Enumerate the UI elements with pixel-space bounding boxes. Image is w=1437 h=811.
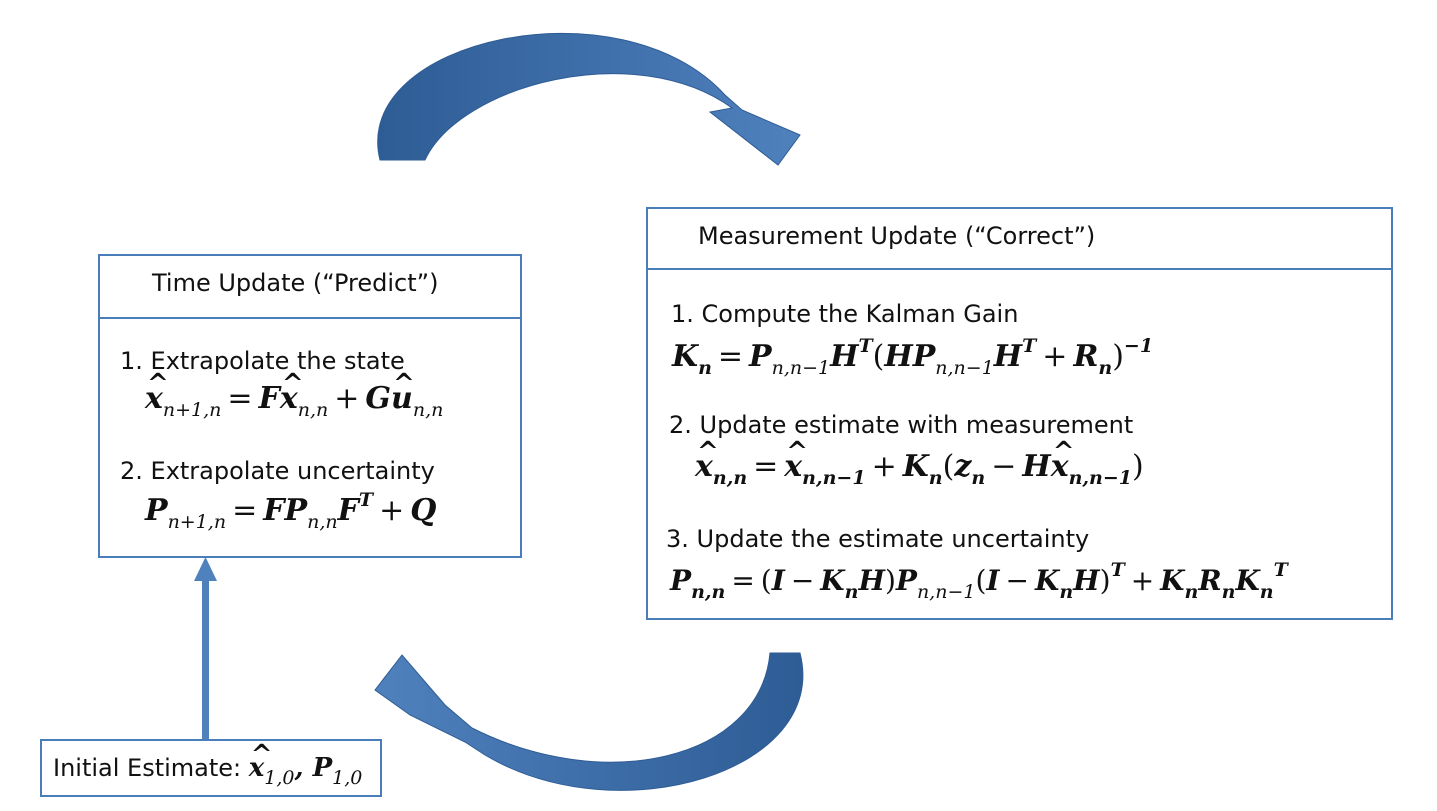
initial-arrow-shaft bbox=[202, 578, 209, 740]
state-extrapolation-equation: xn+1,n=Fxn,n+Gun,n bbox=[145, 371, 443, 420]
kalman-gain-equation: Kn = Pn,n−1HT(HPn,n−1HT + Rn)−1 bbox=[672, 335, 1154, 379]
measurement-update-box: Measurement Update (“Correct”) 1. Comput… bbox=[646, 207, 1393, 620]
time-update-title: Time Update (“Predict”) bbox=[100, 256, 520, 319]
state-update-equation: xn,n=xn,n−1+Kn(zn−Hxn,n−1) bbox=[695, 439, 1144, 488]
time-update-box: Time Update (“Predict”) 1. Extrapolate t… bbox=[98, 254, 522, 558]
covariance-extrapolation-equation: Pn+1,n = FPn,nFT + Q bbox=[145, 489, 437, 533]
measurement-update-title: Measurement Update (“Correct”) bbox=[648, 209, 1391, 270]
bottom-curved-arrow bbox=[374, 652, 804, 791]
kalman-gain-label: 1. Compute the Kalman Gain bbox=[671, 300, 1019, 328]
initial-estimate-box: Initial Estimate: x1,0, P1,0 bbox=[40, 739, 382, 797]
initial-estimate-formula: x1,0, P1,0 bbox=[249, 742, 363, 788]
update-uncertainty-label: 3. Update the estimate uncertainty bbox=[666, 525, 1090, 553]
update-estimate-label: 2. Update estimate with measurement bbox=[669, 411, 1134, 439]
extrapolate-uncertainty-label: 2. Extrapolate uncertainty bbox=[120, 457, 435, 485]
initial-estimate-label: Initial Estimate: bbox=[53, 754, 242, 782]
top-curved-arrow bbox=[377, 32, 801, 166]
covariance-update-equation: Pn,n = (I − KnH)Pn,n−1(I − KnH)T + KnRnKnT bbox=[670, 559, 1288, 603]
initial-arrow-head bbox=[194, 557, 217, 581]
